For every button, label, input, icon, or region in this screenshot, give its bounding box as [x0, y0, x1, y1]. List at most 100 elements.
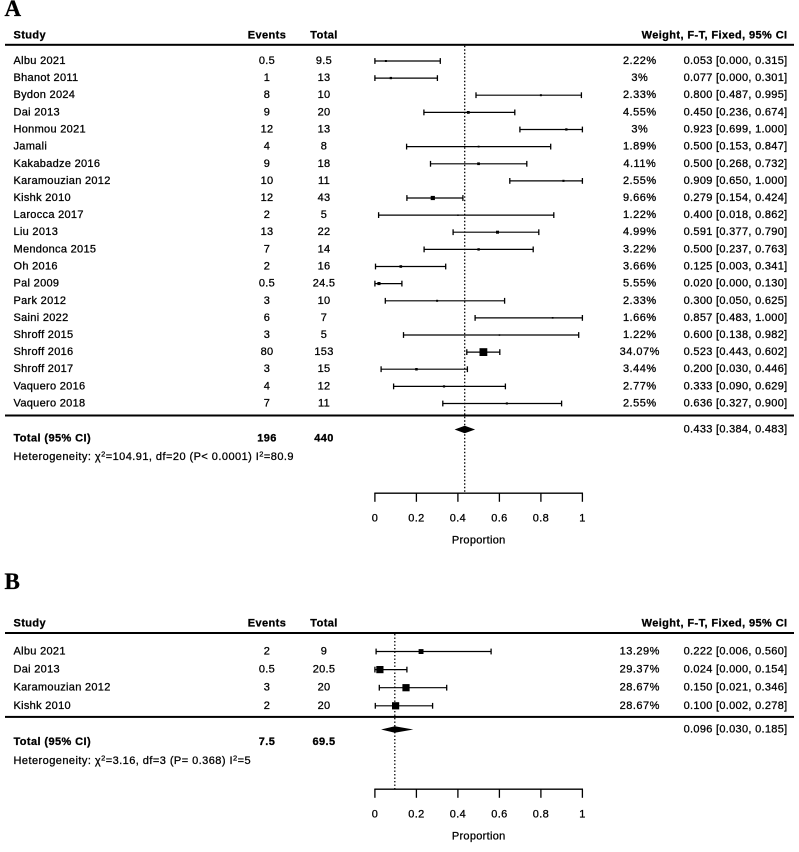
svg-text:Total (95% CI): Total (95% CI) — [14, 736, 92, 748]
svg-text:12: 12 — [318, 380, 331, 392]
svg-text:2: 2 — [264, 209, 270, 221]
svg-text:7: 7 — [321, 312, 327, 324]
svg-text:12: 12 — [261, 124, 274, 136]
svg-text:0.800 [0.487, 0.995]: 0.800 [0.487, 0.995] — [684, 89, 788, 101]
svg-text:Weight, F-T, Fixed, 95% CI: Weight, F-T, Fixed, 95% CI — [642, 618, 788, 630]
svg-text:Dai 2013: Dai 2013 — [14, 106, 60, 118]
svg-text:0: 0 — [372, 808, 378, 820]
svg-text:1.22%: 1.22% — [623, 209, 657, 221]
svg-text:2: 2 — [264, 700, 270, 712]
svg-text:13.29%: 13.29% — [620, 646, 660, 658]
svg-text:3: 3 — [264, 329, 270, 341]
svg-text:0.6: 0.6 — [491, 512, 507, 524]
svg-text:13: 13 — [318, 72, 331, 84]
svg-text:Heterogeneity: χ2=104.91, df=2: Heterogeneity: χ2=104.91, df=20 (P< 0.00… — [14, 449, 295, 463]
svg-text:Kishk 2010: Kishk 2010 — [14, 192, 71, 204]
svg-text:3%: 3% — [631, 124, 648, 136]
svg-text:0.6: 0.6 — [491, 808, 507, 820]
svg-text:0.600 [0.138, 0.982]: 0.600 [0.138, 0.982] — [684, 329, 788, 341]
svg-text:0.279 [0.154, 0.424]: 0.279 [0.154, 0.424] — [684, 192, 788, 204]
svg-text:0.433 [0.384, 0.483]: 0.433 [0.384, 0.483] — [684, 424, 788, 436]
svg-text:0.4: 0.4 — [450, 808, 466, 820]
svg-text:0.125 [0.003, 0.341]: 0.125 [0.003, 0.341] — [684, 261, 788, 273]
svg-text:Mendonca 2015: Mendonca 2015 — [14, 243, 97, 255]
svg-text:28.67%: 28.67% — [620, 700, 660, 712]
svg-text:14: 14 — [318, 243, 331, 255]
svg-text:3: 3 — [264, 363, 270, 375]
svg-text:24.5: 24.5 — [313, 278, 336, 290]
svg-text:80: 80 — [261, 346, 274, 358]
svg-text:2.55%: 2.55% — [623, 398, 657, 410]
svg-text:0.923 [0.699, 1.000]: 0.923 [0.699, 1.000] — [684, 124, 788, 136]
svg-text:Dai 2013: Dai 2013 — [14, 664, 60, 676]
svg-text:Larocca 2017: Larocca 2017 — [14, 209, 84, 221]
svg-text:18: 18 — [318, 158, 331, 170]
svg-text:0.450 [0.236, 0.674]: 0.450 [0.236, 0.674] — [684, 106, 788, 118]
svg-text:10: 10 — [261, 175, 274, 187]
svg-text:0.591 [0.377, 0.790]: 0.591 [0.377, 0.790] — [684, 226, 788, 238]
svg-text:4: 4 — [264, 380, 270, 392]
svg-text:Weight, F-T, Fixed, 95% CI: Weight, F-T, Fixed, 95% CI — [642, 29, 788, 41]
svg-text:Liu 2013: Liu 2013 — [14, 226, 59, 238]
svg-text:A: A — [5, 0, 22, 21]
svg-text:0.8: 0.8 — [533, 808, 549, 820]
svg-text:0.8: 0.8 — [533, 512, 549, 524]
svg-text:5: 5 — [321, 209, 327, 221]
svg-text:Albu 2021: Albu 2021 — [14, 55, 66, 67]
svg-text:Kishk 2010: Kishk 2010 — [14, 700, 71, 712]
svg-text:6: 6 — [264, 312, 270, 324]
svg-text:Albu 2021: Albu 2021 — [14, 646, 66, 658]
svg-text:2.33%: 2.33% — [623, 295, 657, 307]
svg-text:Events: Events — [248, 618, 286, 630]
svg-text:0.400 [0.018, 0.862]: 0.400 [0.018, 0.862] — [684, 209, 788, 221]
svg-text:7.5: 7.5 — [259, 736, 276, 748]
svg-text:9: 9 — [264, 158, 270, 170]
svg-text:12: 12 — [261, 192, 274, 204]
svg-text:20.5: 20.5 — [313, 664, 336, 676]
svg-text:Proportion: Proportion — [452, 535, 506, 547]
svg-text:3: 3 — [264, 682, 270, 694]
svg-text:2.55%: 2.55% — [623, 175, 657, 187]
svg-text:Bhanot 2011: Bhanot 2011 — [14, 72, 79, 84]
svg-text:20: 20 — [318, 106, 331, 118]
svg-text:Saini 2022: Saini 2022 — [14, 312, 69, 324]
svg-text:Total: Total — [310, 29, 337, 41]
svg-text:16: 16 — [318, 261, 331, 273]
svg-text:11: 11 — [318, 175, 330, 187]
svg-text:28.67%: 28.67% — [620, 682, 660, 694]
svg-text:0: 0 — [372, 512, 378, 524]
svg-text:Events: Events — [248, 29, 286, 41]
svg-text:Total: Total — [310, 618, 337, 630]
svg-text:Study: Study — [14, 618, 47, 630]
svg-text:11: 11 — [318, 398, 330, 410]
svg-text:B: B — [5, 569, 20, 594]
svg-text:7: 7 — [264, 398, 270, 410]
svg-text:3.22%: 3.22% — [623, 243, 657, 255]
svg-text:0.857 [0.483, 1.000]: 0.857 [0.483, 1.000] — [684, 312, 788, 324]
svg-text:0.2: 0.2 — [408, 808, 424, 820]
svg-text:0.636 [0.327, 0.900]: 0.636 [0.327, 0.900] — [684, 398, 788, 410]
svg-text:29.37%: 29.37% — [620, 664, 660, 676]
svg-text:15: 15 — [318, 363, 331, 375]
svg-text:4: 4 — [264, 141, 270, 153]
svg-text:22: 22 — [318, 226, 331, 238]
svg-text:0.2: 0.2 — [408, 512, 424, 524]
svg-text:10: 10 — [318, 89, 331, 101]
svg-text:Shroff 2017: Shroff 2017 — [14, 363, 74, 375]
svg-text:Park 2012: Park 2012 — [14, 295, 67, 307]
svg-text:13: 13 — [318, 124, 331, 136]
svg-text:0.4: 0.4 — [450, 512, 466, 524]
svg-text:5.55%: 5.55% — [623, 278, 657, 290]
svg-text:3.66%: 3.66% — [623, 261, 657, 273]
svg-text:0.150 [0.021, 0.346]: 0.150 [0.021, 0.346] — [684, 682, 788, 694]
svg-text:3.44%: 3.44% — [623, 363, 657, 375]
svg-text:13: 13 — [261, 226, 274, 238]
svg-text:8: 8 — [321, 141, 327, 153]
svg-text:0.053 [0.000, 0.315]: 0.053 [0.000, 0.315] — [684, 55, 788, 67]
svg-text:1: 1 — [264, 72, 270, 84]
svg-text:Oh 2016: Oh 2016 — [14, 261, 58, 273]
svg-text:1: 1 — [579, 808, 585, 820]
svg-text:43: 43 — [318, 192, 331, 204]
svg-text:Karamouzian 2012: Karamouzian 2012 — [14, 175, 111, 187]
svg-text:0.333 [0.090, 0.629]: 0.333 [0.090, 0.629] — [684, 380, 788, 392]
